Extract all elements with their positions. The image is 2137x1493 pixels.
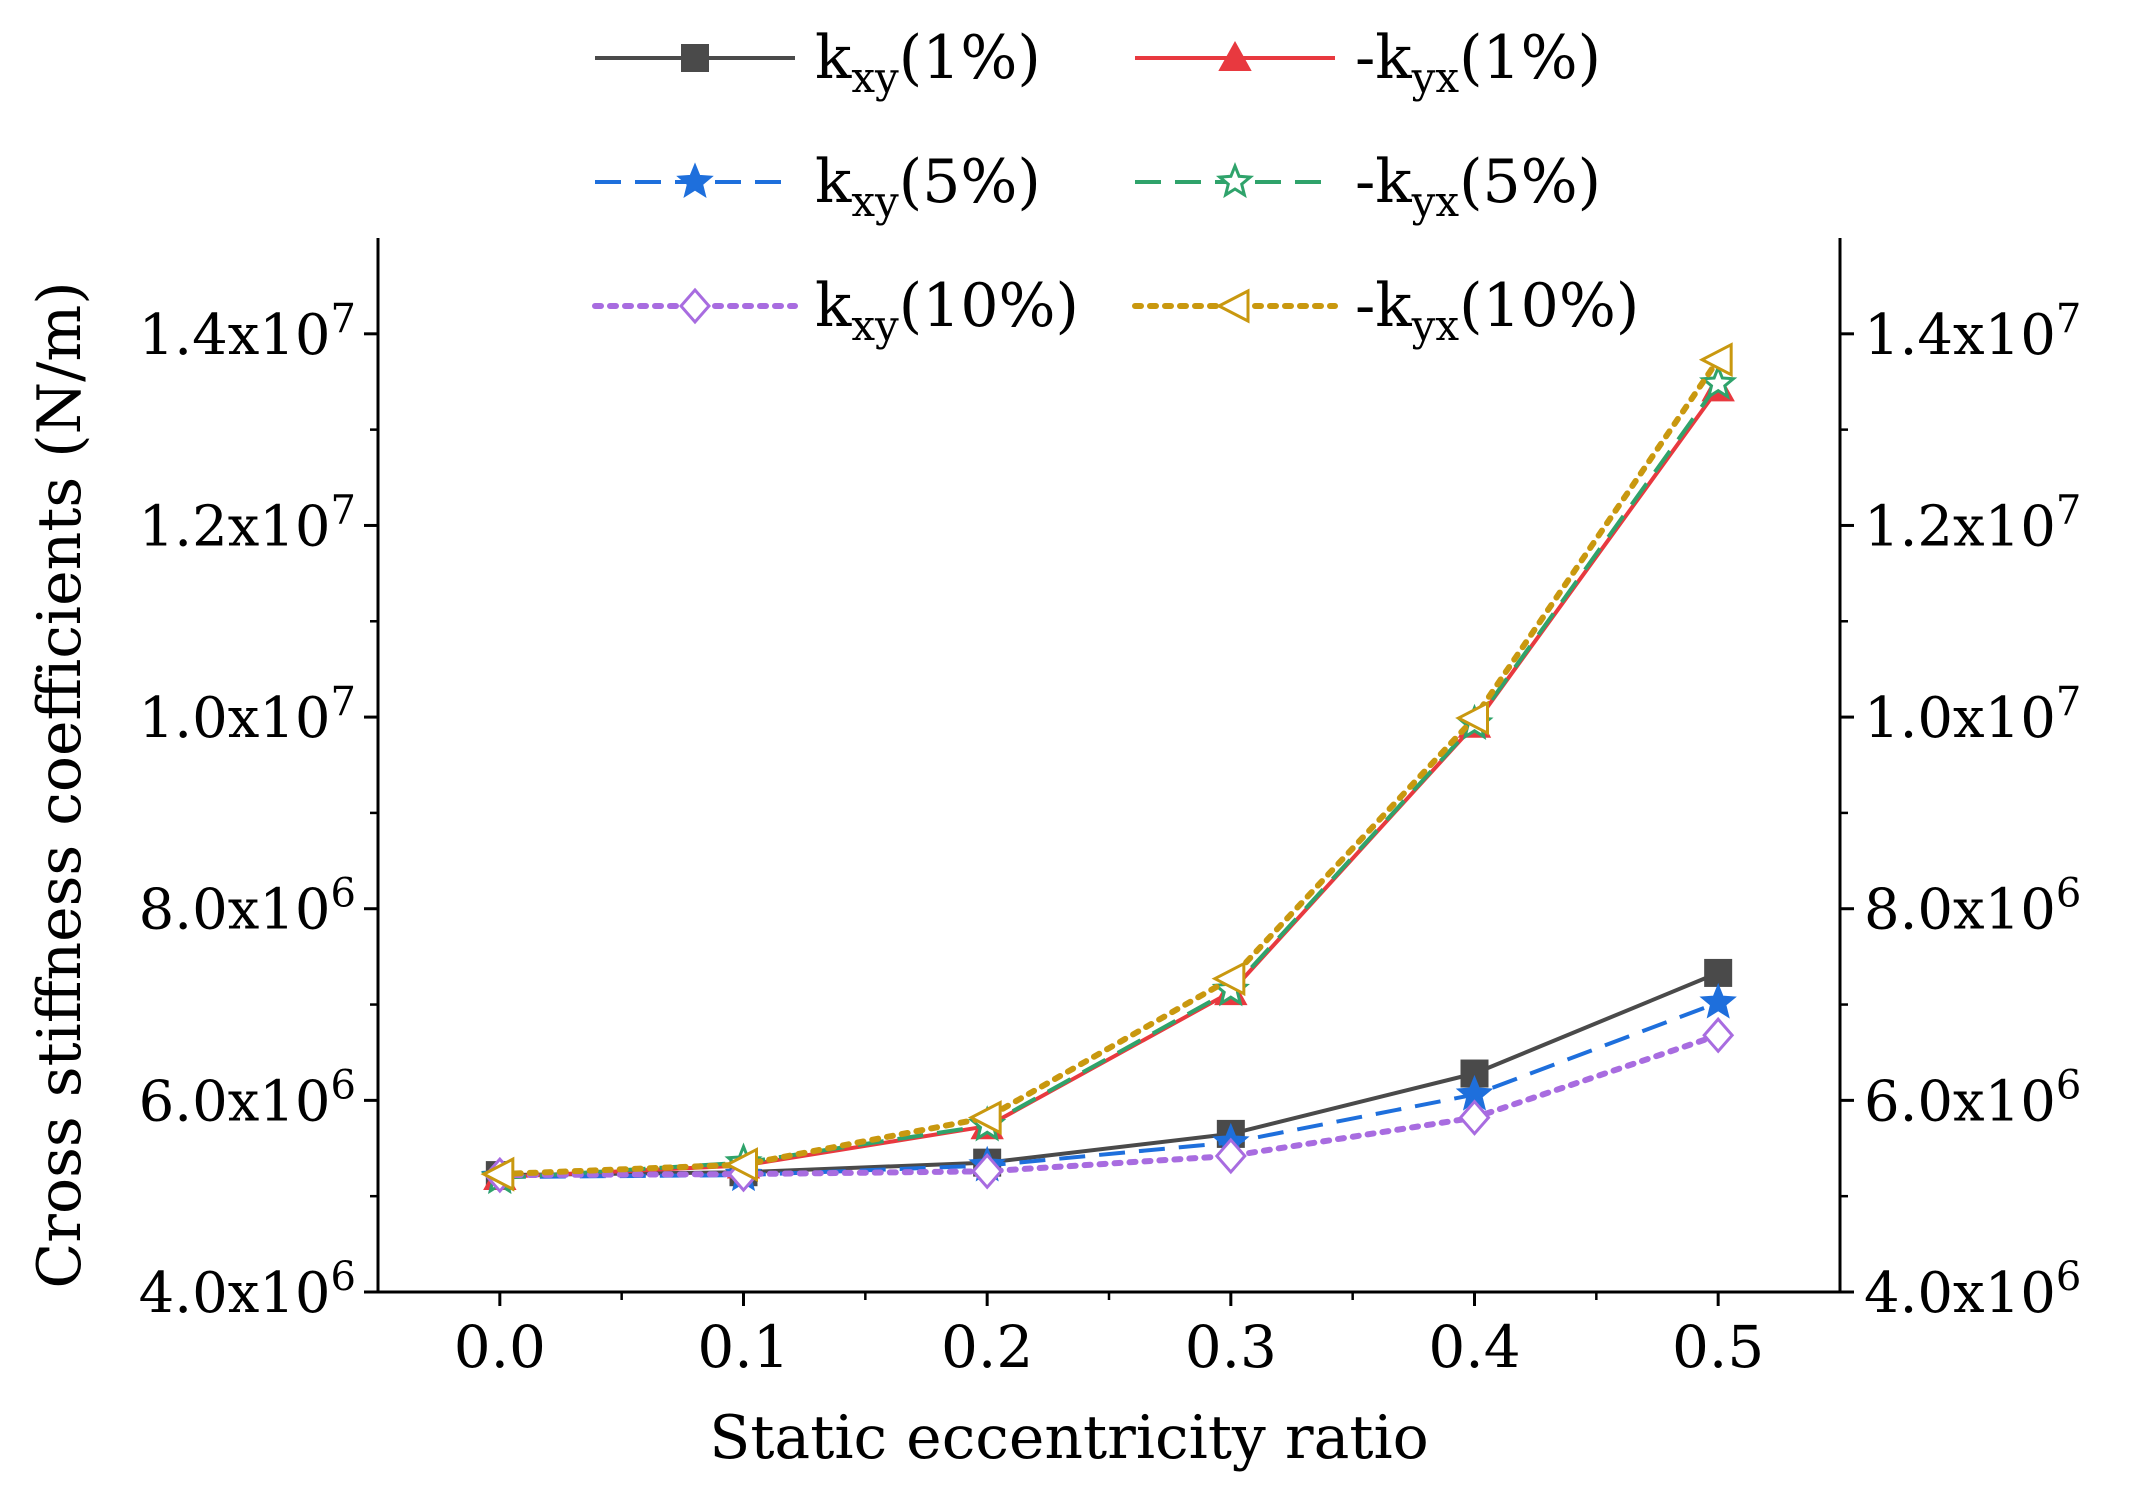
- y-tick-label-right: 1.0x107: [1864, 679, 2081, 751]
- legend-label: kxy(1%): [815, 23, 1041, 102]
- legend-marker: [679, 287, 711, 325]
- y-tick-label-left: 1.2x107: [139, 487, 356, 559]
- data-point-s5-3: [1211, 961, 1246, 997]
- data-point-s0-5: [1704, 958, 1733, 987]
- x-tick-label: 0.3: [1185, 1313, 1277, 1381]
- legend-label: -kyx(10%): [1355, 271, 1639, 350]
- x-tick-label: 0.4: [1428, 1313, 1520, 1381]
- data-point-s4-5: [1702, 1016, 1735, 1054]
- legend-marker: [1215, 288, 1250, 324]
- data-point-s5-2: [967, 1100, 1002, 1136]
- data-point-s5-1: [724, 1147, 758, 1183]
- y-tick-label-left: 6.0x106: [139, 1062, 356, 1134]
- axes-layer: 0.0 0.1 0.2 0.3 0.4 0.5 4.0x106 4.0x106 6.0x106 6…: [139, 238, 2081, 1381]
- y-tick-label-left: 4.0x106: [139, 1254, 356, 1326]
- data-point-s2-5: [1699, 982, 1737, 1019]
- data-point-s5-0: [480, 1156, 515, 1192]
- legend-marker: [1215, 161, 1255, 199]
- y-tick-label-right: 4.0x106: [1864, 1254, 2081, 1326]
- x-tick-label: 0.1: [697, 1313, 789, 1381]
- y-tick-label-left: 1.0x107: [139, 679, 356, 751]
- series-layer: [480, 342, 1738, 1195]
- series-line-1: [499, 387, 1720, 1179]
- data-point-s4-2: [971, 1152, 1004, 1190]
- data-point-s5-4: [1455, 700, 1489, 736]
- legend-marker: [676, 162, 714, 198]
- x-tick-label: 0.2: [941, 1313, 1033, 1381]
- legend: kxy(1%) -kyx(1%) kxy(5%) -kyx(5%) kxy(10%) -k…: [592, 23, 1639, 350]
- legend-item-1: -kyx(1%): [1135, 23, 1601, 102]
- y-tick-label-right: 1.4x107: [1864, 296, 2081, 368]
- series-line-0: [499, 971, 1719, 1178]
- x-tick-label: 0.5: [1672, 1313, 1764, 1381]
- series-line-4: [496, 1032, 1722, 1179]
- data-point-s4-4: [1458, 1099, 1491, 1136]
- legend-label: -kyx(5%): [1355, 147, 1601, 226]
- x-tick-label: 0.0: [454, 1313, 546, 1381]
- legend-item-5: -kyx(10%): [1132, 271, 1639, 350]
- data-point-s3-5: [1699, 363, 1738, 400]
- series-line-2: [499, 1000, 1719, 1179]
- series-line-5: [496, 356, 1722, 1178]
- legend-label: -kyx(1%): [1355, 23, 1601, 102]
- legend-marker: [681, 44, 709, 72]
- legend-item-3: -kyx(5%): [1135, 147, 1601, 226]
- y-tick-label-right: 1.2x107: [1864, 487, 2081, 559]
- data-point-s4-3: [1214, 1137, 1247, 1175]
- legend-item-2: kxy(5%): [595, 147, 1041, 226]
- y-axis-label: Cross stiffness coefficients (N/m): [25, 281, 95, 1288]
- y-tick-label-left: 8.0x106: [139, 871, 356, 943]
- y-tick-label-left: 1.4x107: [139, 296, 356, 368]
- legend-marker: [1218, 40, 1252, 71]
- legend-label: kxy(10%): [815, 271, 1079, 350]
- y-tick-label-right: 6.0x106: [1864, 1062, 2081, 1134]
- y-tick-label-right: 8.0x106: [1864, 871, 2081, 943]
- data-point-s5-5: [1698, 342, 1733, 378]
- x-axis-label: Static eccentricity ratio: [709, 1403, 1429, 1473]
- legend-item-4: kxy(10%): [592, 271, 1079, 350]
- legend-label: kxy(5%): [815, 147, 1041, 226]
- legend-item-0: kxy(1%): [595, 23, 1041, 102]
